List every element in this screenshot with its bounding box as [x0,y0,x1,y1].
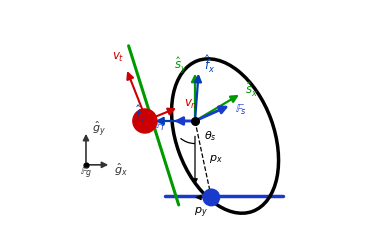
Text: $\mathbb{F}_s$: $\mathbb{F}_s$ [235,103,247,117]
Text: $\hat{f}_x$: $\hat{f}_x$ [204,54,215,75]
Text: $\hat{s}_x$: $\hat{s}_x$ [245,81,258,99]
Text: $v_n$: $v_n$ [184,98,197,111]
Text: $\hat{s}_y$: $\hat{s}_y$ [174,55,187,75]
Text: $\hat{g}_y$: $\hat{g}_y$ [92,119,106,138]
Text: $p_x$: $p_x$ [209,152,223,165]
Text: $\theta_s$: $\theta_s$ [204,129,216,143]
Circle shape [203,189,220,206]
Text: $p_y$: $p_y$ [194,205,208,220]
Text: $\hat{g}_x$: $\hat{g}_x$ [113,162,128,178]
Text: $\mathbb{F}_g$: $\mathbb{F}_g$ [80,166,92,181]
Text: $\hat{f}_y$: $\hat{f}_y$ [135,103,146,126]
Text: $v_t$: $v_t$ [112,51,125,64]
Text: $\mathbb{F}_f$: $\mathbb{F}_f$ [155,119,167,133]
Circle shape [133,109,157,133]
